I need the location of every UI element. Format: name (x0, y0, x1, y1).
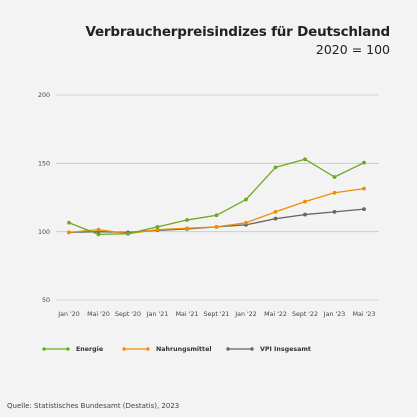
legend-label-energie: Energie (76, 346, 103, 353)
series-line-vpi-insgesamt (68, 208, 365, 234)
chart-subtitle: 2020 = 100 (315, 42, 390, 57)
x-tick-label: Jan '23 (323, 311, 345, 318)
y-tick-label: 150 (38, 161, 50, 168)
data-point-vpi-insgesamt (303, 212, 307, 217)
data-point-nahrungsmittel (96, 227, 101, 232)
data-point-nahrungsmittel (332, 190, 337, 195)
data-point-energie (185, 218, 189, 222)
y-tick-label: 100 (38, 229, 50, 236)
data-point-energie (244, 197, 248, 202)
data-point-nahrungsmittel (303, 199, 307, 204)
data-point-energie (126, 231, 130, 236)
x-tick-label: Sept '20 (115, 311, 141, 318)
data-point-energie (332, 175, 337, 179)
data-point-energie (273, 165, 278, 170)
legend-marker-energie (66, 347, 70, 351)
data-point-nahrungsmittel (214, 224, 219, 229)
data-point-nahrungsmittel (185, 226, 189, 231)
legend-marker-energie (42, 347, 46, 351)
x-tick-label: Jan '21 (146, 311, 168, 318)
source-note: Quelle: Statistisches Bundesamt (Destati… (7, 402, 180, 410)
chart-title: Verbraucherpreisindizes für Deutschland (85, 24, 390, 40)
x-tick-label: Mai '22 (264, 311, 287, 318)
data-point-energie (67, 220, 71, 225)
data-point-nahrungsmittel (362, 186, 366, 191)
data-point-vpi-insgesamt (362, 207, 366, 212)
x-tick-label: Mai '23 (353, 311, 376, 318)
legend-marker-vpi-insgesamt (250, 347, 254, 351)
data-point-energie (155, 224, 160, 229)
data-point-nahrungsmittel (244, 220, 248, 225)
x-tick-label: Jan '22 (234, 311, 256, 318)
legend-marker-nahrungsmittel (146, 347, 150, 351)
x-tick-label: Jan '20 (57, 311, 79, 318)
data-point-energie (362, 160, 366, 165)
data-point-energie (214, 213, 219, 218)
data-point-energie (96, 232, 101, 237)
data-point-vpi-insgesamt (273, 216, 278, 221)
data-point-nahrungsmittel (155, 227, 160, 232)
x-tick-label: Sept '22 (292, 311, 318, 318)
legend-label-nahrungsmittel: Nahrungsmittel (156, 346, 212, 353)
legend-marker-vpi-insgesamt (226, 347, 230, 351)
x-tick-label: Mai '20 (87, 311, 110, 318)
data-point-nahrungsmittel (67, 230, 71, 235)
x-tick-label: Sept '21 (203, 311, 229, 318)
y-tick-label: 200 (38, 92, 50, 99)
legend-label-vpi-insgesamt: VPI Insgesamt (260, 346, 311, 353)
data-point-energie (303, 157, 307, 162)
data-point-nahrungsmittel (273, 209, 278, 214)
data-point-vpi-insgesamt (332, 209, 337, 214)
x-tick-label: Mai '21 (176, 311, 199, 318)
y-tick-label: 50 (42, 297, 50, 304)
legend-marker-nahrungsmittel (122, 347, 126, 351)
